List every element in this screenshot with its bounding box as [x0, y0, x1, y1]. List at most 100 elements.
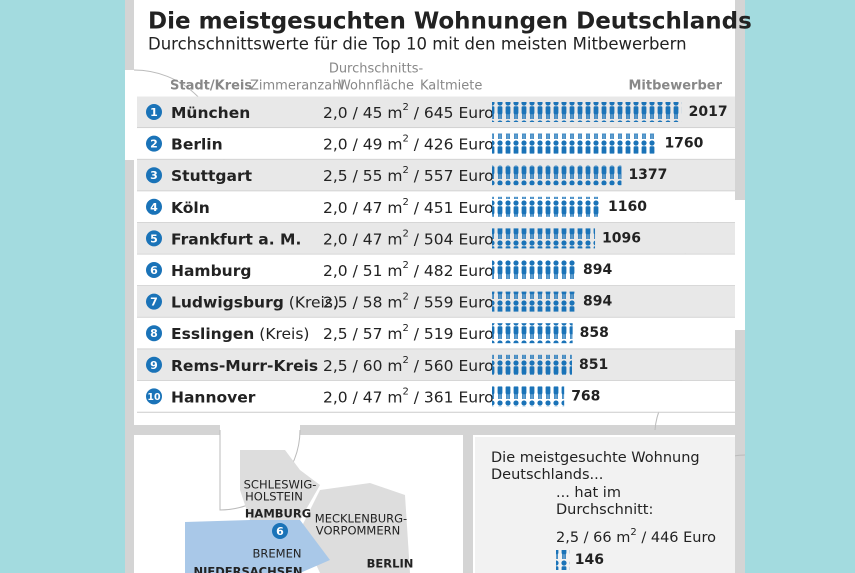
- summary-text: Die meistgesuchte Wohnung: [491, 450, 700, 466]
- rooms-area: 2,0 / 49 m: [323, 135, 402, 153]
- rank-badge: [146, 325, 162, 342]
- row-bg: [137, 349, 735, 381]
- details: 2,0 / 51 m2 / 482 Euro: [323, 260, 494, 280]
- city: Esslingen (Kreis): [171, 325, 309, 343]
- city: Rems-Murr-Kreis: [171, 356, 318, 374]
- rent: / 519 Euro: [409, 325, 494, 343]
- rank: 9: [150, 359, 158, 372]
- map-label: BREMEN: [253, 547, 302, 561]
- rooms-area: 2,0 / 47 m: [323, 230, 402, 248]
- unit-sup: 2: [402, 260, 408, 271]
- map-label: VORPOMMERN: [316, 524, 400, 538]
- pictogram-bar: [492, 133, 658, 154]
- row-bg: [137, 159, 735, 191]
- col-area: Wohnfläche: [338, 79, 414, 94]
- competitors-label: 1760: [664, 136, 703, 152]
- pictogram-bar: [492, 260, 577, 280]
- pictogram-bar: [492, 228, 596, 249]
- row-bg: [137, 286, 735, 318]
- rank-badge: [146, 135, 162, 152]
- unit-sup: 2: [402, 134, 408, 145]
- details: 2,5 / 57 m2 / 519 Euro: [323, 323, 494, 343]
- pictogram-bar: [492, 354, 572, 375]
- rank-badge: [146, 230, 162, 247]
- rank-badge: [146, 198, 162, 215]
- city-name: Hannover: [171, 388, 256, 406]
- map-label: BERLIN: [367, 557, 414, 571]
- row-bg: [137, 191, 735, 223]
- rent: / 446 Euro: [637, 530, 716, 546]
- competitors-label: 1096: [602, 230, 641, 246]
- city: Frankfurt a. M.: [171, 230, 301, 248]
- pictogram-bar: [492, 165, 622, 186]
- unit-sup: 2: [402, 323, 408, 334]
- details: 2,0 / 47 m2 / 451 Euro: [323, 197, 494, 217]
- rank: 3: [150, 169, 158, 182]
- summary-box: [475, 437, 735, 573]
- competitors-label: 851: [579, 357, 608, 373]
- rent: / 645 Euro: [409, 104, 494, 122]
- details: 2,5 / 55 m2 / 557 Euro: [323, 165, 494, 185]
- map-label: HAMBURG: [245, 507, 311, 521]
- details: 2,0 / 47 m2 / 361 Euro: [323, 386, 494, 406]
- rank-badge: [146, 356, 162, 373]
- rooms-area: 2,5 / 66 m: [556, 530, 630, 546]
- rent: / 559 Euro: [409, 293, 494, 311]
- city-suffix: (Kreis): [254, 325, 309, 343]
- unit-sup: 2: [630, 527, 636, 538]
- city-name: Berlin: [171, 135, 223, 153]
- city-suffix: (Kreis): [284, 293, 339, 311]
- competitors-label: 2017: [689, 104, 728, 120]
- rank-badge: [146, 167, 162, 184]
- rank: 4: [150, 201, 158, 214]
- unit-sup: 2: [402, 355, 408, 366]
- map-label: HOLSTEIN: [245, 490, 303, 504]
- row-bg: [137, 380, 735, 412]
- col-city: Stadt/Kreis: [170, 79, 252, 94]
- region: [300, 483, 410, 573]
- city-name: Rems-Murr-Kreis: [171, 356, 318, 374]
- rank: 1: [150, 106, 158, 119]
- rank: 5: [150, 232, 158, 245]
- walls: [125, 0, 745, 573]
- title: Die meistgesuchten Wohnungen Deutschland…: [148, 9, 752, 35]
- rent: / 560 Euro: [409, 356, 494, 374]
- map-label: NIEDERSACHSEN: [193, 565, 302, 573]
- map-label: MECKLENBURG-: [315, 512, 407, 526]
- city-name: Ludwigsburg: [171, 293, 284, 311]
- rank-marker: [272, 523, 288, 539]
- unit-sup: 2: [402, 165, 408, 176]
- pictogram-bar: [492, 323, 573, 344]
- col-competitors: Mitbewerber: [628, 79, 722, 94]
- city-name: München: [171, 104, 250, 122]
- city: Hamburg: [171, 262, 251, 280]
- rent: / 451 Euro: [409, 198, 494, 216]
- rooms-area: 2,5 / 60 m: [323, 356, 402, 374]
- rank-badge: [146, 262, 162, 278]
- pictogram-bar: [492, 291, 577, 312]
- region: [240, 450, 320, 520]
- details: 2,0 / 45 m2 / 645 Euro: [323, 102, 494, 122]
- summary: Die meistgesuchte WohnungDeutschlands...…: [475, 437, 735, 573]
- unit-sup: 2: [402, 292, 408, 303]
- unit-sup: 2: [402, 386, 408, 397]
- rank-badge: [146, 104, 162, 120]
- pictogram-bar: [556, 550, 570, 570]
- competitors-label: 894: [583, 262, 612, 278]
- competitors-label: 1160: [608, 199, 647, 215]
- rank-badge: [146, 388, 162, 405]
- details: 2,5 / 60 m2 / 560 Euro: [323, 355, 494, 375]
- city-name: Esslingen: [171, 325, 254, 343]
- rooms-area: 2,5 / 55 m: [323, 167, 402, 185]
- city: Ludwigsburg (Kreis): [171, 293, 339, 311]
- col-rooms: Zimmeranzahl: [250, 79, 344, 94]
- city-name: Stuttgart: [171, 167, 253, 185]
- rooms-area: 2,0 / 47 m: [323, 198, 402, 216]
- rank: 8: [150, 327, 158, 340]
- region: [185, 520, 330, 573]
- city-name: Hamburg: [171, 262, 251, 280]
- rooms-area: 2,5 / 57 m: [323, 325, 402, 343]
- rows: 1 München 2,0 / 45 m2 / 645 Euro 2017 2 Berli…: [137, 96, 735, 413]
